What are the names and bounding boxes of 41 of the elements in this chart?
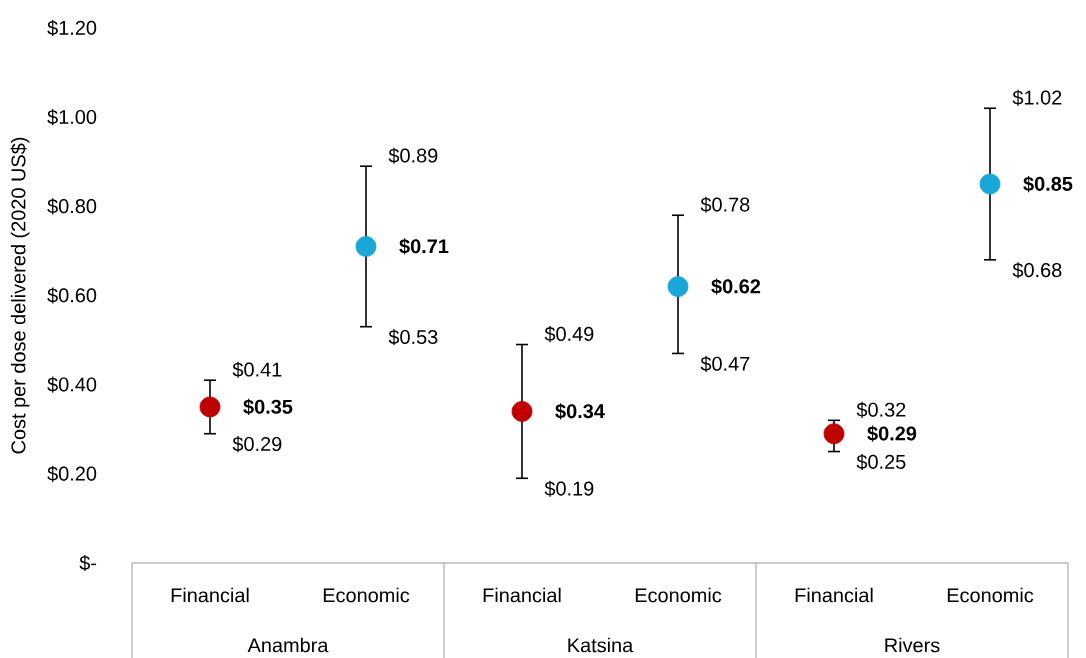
y-tick-label: $1.00 [47, 109, 97, 126]
annotation: $0.68 [1012, 262, 1062, 279]
x-tick-label: Economic [635, 587, 722, 603]
x-tick-label: Economic [323, 587, 410, 603]
x-tick-label: Financial [795, 587, 873, 603]
y-tick-label: $0.20 [47, 465, 97, 482]
text: Anambra [247, 637, 329, 653]
annotation: $0.25 [856, 453, 906, 471]
annotation: $0.29 [232, 436, 282, 453]
y-tick-label: $0.40 [47, 376, 97, 393]
annotation: $1.02 [1012, 89, 1062, 106]
data-label: $0.35 [243, 398, 293, 416]
data-label: $0.34 [555, 403, 605, 420]
point [511, 401, 533, 422]
x-tick-label: Economic [947, 587, 1034, 603]
data-label: $0.85 [1023, 175, 1073, 193]
point [355, 236, 377, 257]
point [199, 396, 221, 418]
point [823, 423, 845, 445]
y-tick-label: $0.80 [47, 198, 97, 215]
data-label: $0.71 [399, 238, 449, 255]
annotation: $0.53 [388, 329, 438, 346]
data-label: $0.29 [867, 425, 917, 442]
y-tick-label: $0.60 [47, 287, 97, 304]
text: Katsina [568, 637, 634, 653]
text: Rivers [885, 637, 940, 653]
x-tick-label: Financial [483, 587, 561, 603]
y-tick-label: $- [79, 554, 97, 572]
annotation: $0.49 [544, 326, 594, 343]
point [667, 276, 689, 297]
annotation: $0.32 [856, 401, 906, 418]
data-label: $0.62 [711, 278, 761, 295]
annotation: $0.47 [700, 355, 750, 372]
annotation: $0.89 [388, 147, 438, 164]
annotation: $0.78 [700, 196, 750, 213]
annotation: $0.19 [544, 480, 594, 497]
annotation: $0.41 [232, 361, 282, 378]
x-tick-label: Financial [171, 587, 249, 603]
y-tick-label: $1.20 [47, 19, 97, 37]
y-axis-title: Cost per dose delivered (2020 US$) [10, 137, 30, 454]
point [979, 173, 1001, 195]
